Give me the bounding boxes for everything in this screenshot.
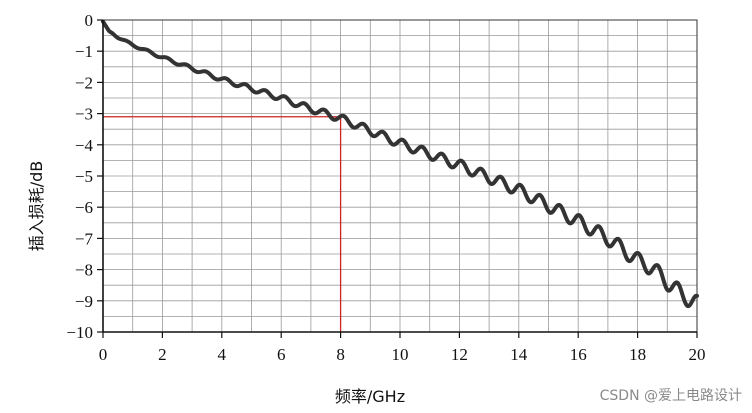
marker-lines <box>103 116 342 332</box>
y-tick-label: −7 <box>75 229 94 248</box>
x-tick-label: 4 <box>218 345 227 364</box>
x-tick-label: 14 <box>510 345 528 364</box>
y-tick-label: −2 <box>75 73 93 92</box>
axes <box>97 19 698 338</box>
y-tick-label: −9 <box>75 292 93 311</box>
x-tick-label: 10 <box>392 345 409 364</box>
x-axis-title: 频率/GHz <box>335 387 405 406</box>
watermark: CSDN @爱上电路设计 <box>600 388 742 404</box>
x-tick-label: 16 <box>570 345 587 364</box>
x-tick-label: 12 <box>451 345 468 364</box>
x-tick-label: 18 <box>629 345 646 364</box>
x-tick-label: 0 <box>99 345 108 364</box>
y-tick-label: −1 <box>75 42 93 61</box>
y-tick-label: −10 <box>66 323 93 342</box>
x-tick-label: 20 <box>689 345 706 364</box>
x-tick-label: 8 <box>336 345 345 364</box>
y-tick-label: −3 <box>75 105 93 124</box>
tick-labels: 0 2 4 6 8 10 12 14 16 18 20 0 −1 −2 −3 −4 −5 −6 −7 −8 −9 −10 <box>66 11 705 364</box>
y-tick-label: −6 <box>75 198 93 217</box>
y-tick-label: −5 <box>75 167 93 186</box>
series-layer <box>101 19 699 309</box>
x-tick-label: 6 <box>277 345 286 364</box>
x-tick-label: 2 <box>158 345 167 364</box>
y-axis-title: 插入损耗/dB <box>27 161 46 252</box>
grid-lines <box>102 19 698 333</box>
y-tick-label: −8 <box>75 261 93 280</box>
y-tick-label: 0 <box>85 11 94 30</box>
series-line-0 <box>101 19 699 309</box>
y-tick-label: −4 <box>75 136 94 155</box>
